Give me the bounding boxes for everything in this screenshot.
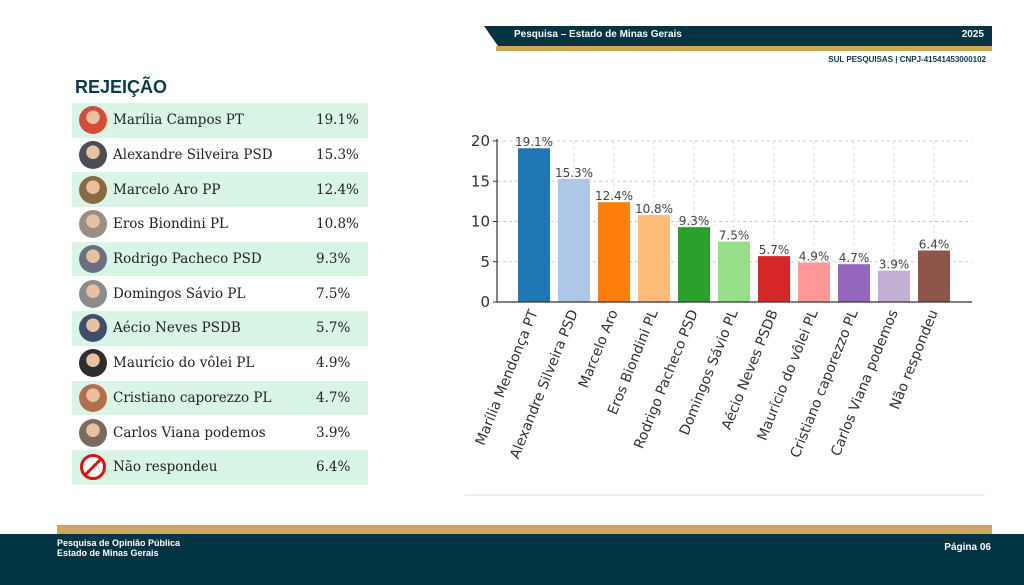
table-row: Alexandre Silveira PSD 15.3% xyxy=(72,138,368,173)
y-tick-label: 15 xyxy=(471,172,490,190)
data-label: 10.8% xyxy=(635,202,673,216)
data-label: 4.7% xyxy=(839,251,870,265)
bar xyxy=(558,178,590,302)
bar xyxy=(838,264,870,302)
avatar xyxy=(79,210,107,239)
company-info: SUL PESQUISAS | CNPJ-41541453000102 xyxy=(828,55,986,64)
candidate-percentage: 7.5% xyxy=(316,285,351,302)
footer-bar xyxy=(0,534,1024,585)
avatar xyxy=(79,245,107,274)
table-row: Cristiano caporezzo PL 4.7% xyxy=(72,380,368,416)
data-label: 12.4% xyxy=(595,189,633,203)
header-year: 2025 xyxy=(961,29,984,40)
bar xyxy=(758,256,790,302)
avatar xyxy=(79,418,107,447)
candidate-name: Eros Biondini PL xyxy=(113,216,229,233)
y-tick-label: 5 xyxy=(480,253,490,271)
avatar xyxy=(79,141,107,170)
bar xyxy=(918,250,950,302)
table-row: Maurício do vôlei PL 4.9% xyxy=(72,346,368,381)
data-label: 4.9% xyxy=(799,250,830,264)
candidate-percentage: 15.3% xyxy=(316,147,359,164)
x-tick-label: Marcelo Aro xyxy=(576,308,622,391)
candidate-percentage: 19.1% xyxy=(316,112,359,129)
footer-line2: Estado de Minas Gerais xyxy=(57,548,159,558)
data-label: 5.7% xyxy=(759,243,790,257)
candidate-percentage: 9.3% xyxy=(316,251,351,268)
bar xyxy=(638,215,670,302)
bar xyxy=(798,262,830,302)
table-row: Marcelo Aro PP 12.4% xyxy=(72,172,368,208)
footer-gold-stripe xyxy=(57,525,992,534)
table-row: Marília Campos PT 19.1% xyxy=(72,103,368,138)
data-label: 19.1% xyxy=(515,135,553,149)
candidate-name: Rodrigo Pacheco PSD xyxy=(113,251,262,268)
candidate-name: Marcelo Aro PP xyxy=(113,181,221,198)
y-tick-label: 20 xyxy=(471,132,490,150)
rejection-table: Marília Campos PT 19.1% Alexandre Silveira… xyxy=(72,103,368,485)
footer-text: Pesquisa de Opinião Pública Estado de Mi… xyxy=(57,538,180,558)
data-label: 3.9% xyxy=(879,258,910,272)
candidate-name: Alexandre Silveira PSD xyxy=(113,147,273,164)
footer-line1: Pesquisa de Opinião Pública xyxy=(57,538,181,548)
avatar xyxy=(79,314,107,343)
y-tick-label: 0 xyxy=(480,293,490,311)
candidate-percentage: 4.9% xyxy=(316,355,351,372)
y-tick-label: 10 xyxy=(471,213,490,231)
candidate-percentage: 3.9% xyxy=(316,424,351,441)
avatar xyxy=(79,279,107,308)
bar xyxy=(878,270,910,302)
header-gold-stripe xyxy=(496,46,992,51)
avatar xyxy=(79,106,107,135)
candidate-name: Carlos Viana podemos xyxy=(113,424,266,441)
candidate-name: Aécio Neves PSDB xyxy=(113,320,241,337)
page-number: Página 06 xyxy=(944,542,991,553)
data-label: 15.3% xyxy=(555,166,593,180)
avatar xyxy=(79,175,107,204)
data-label: 6.4% xyxy=(919,237,950,251)
header-title: Pesquisa – Estado de Minas Gerais xyxy=(514,29,682,40)
section-title: REJEIÇÃO xyxy=(75,77,168,97)
header-bar: Pesquisa – Estado de Minas Gerais 2025 xyxy=(484,26,992,46)
candidate-name: Maurício do vôlei PL xyxy=(113,355,255,372)
table-row: Aécio Neves PSDB 5.7% xyxy=(72,311,368,346)
table-row: Eros Biondini PL 10.8% xyxy=(72,207,368,242)
candidate-percentage: 12.4% xyxy=(316,181,359,198)
bar xyxy=(718,241,750,302)
candidate-percentage: 6.4% xyxy=(316,459,351,476)
bar xyxy=(678,227,710,302)
data-label: 9.3% xyxy=(679,214,710,228)
data-label: 7.5% xyxy=(719,229,750,243)
table-row: Domingos Sávio PL 7.5% xyxy=(72,276,368,311)
candidate-name: Domingos Sávio PL xyxy=(113,285,246,302)
prohibited-icon xyxy=(79,453,107,481)
candidate-name: Não respondeu xyxy=(113,459,218,476)
table-row: Carlos Viana podemos 3.9% xyxy=(72,415,368,450)
bar xyxy=(518,148,550,302)
avatar xyxy=(79,349,107,378)
candidate-percentage: 10.8% xyxy=(316,216,359,233)
candidate-name: Marília Campos PT xyxy=(113,112,244,129)
candidate-name: Cristiano caporezzo PL xyxy=(113,389,272,406)
candidate-percentage: 5.7% xyxy=(316,320,351,337)
avatar xyxy=(79,383,107,412)
bar xyxy=(598,202,630,302)
table-row: Rodrigo Pacheco PSD 9.3% xyxy=(72,241,368,277)
table-row: Não respondeu 6.4% xyxy=(72,449,368,485)
candidate-percentage: 4.7% xyxy=(316,389,351,406)
